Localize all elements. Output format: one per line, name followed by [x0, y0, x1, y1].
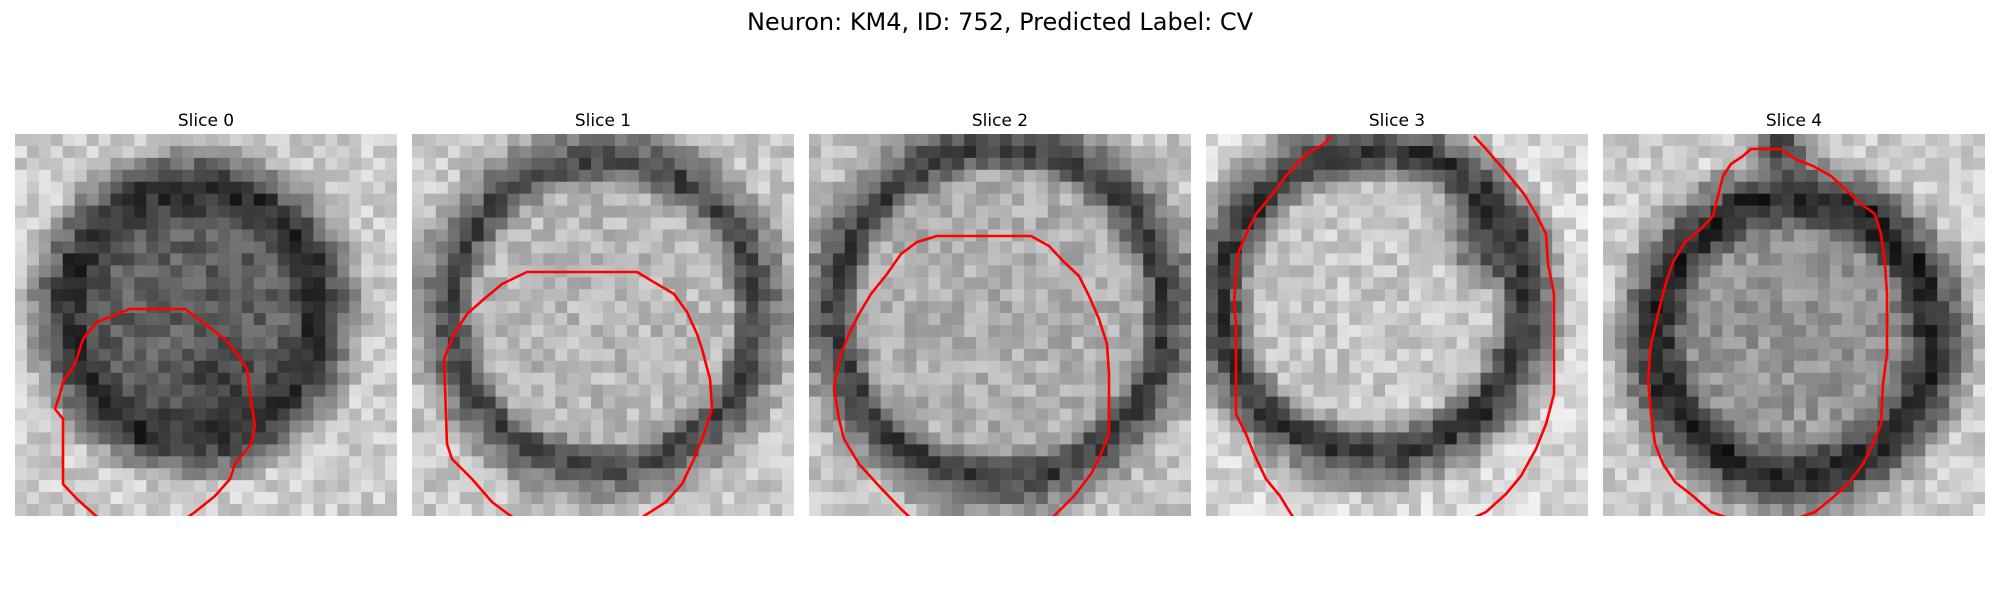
slice-image-1 — [412, 134, 794, 516]
slice-panel-1: Slice 1 — [412, 108, 794, 516]
contour-line — [1473, 135, 1556, 516]
slice-panel-4: Slice 4 — [1603, 108, 1985, 516]
slice-panel-3: Slice 3 — [1206, 108, 1588, 516]
slice-image-0 — [15, 134, 397, 516]
slice-title-1: Slice 1 — [574, 111, 632, 131]
contour-line — [1232, 135, 1332, 516]
contour-line — [832, 234, 1111, 516]
slice-title-2: Slice 2 — [971, 111, 1029, 131]
slice-image-2 — [809, 134, 1191, 516]
slice-title-0: Slice 0 — [177, 111, 235, 131]
figure-title: Neuron: KM4, ID: 752, Predicted Label: C… — [746, 8, 1254, 36]
contour-line — [442, 270, 714, 516]
contour-line — [53, 307, 257, 516]
slice-image-4 — [1603, 134, 1985, 516]
slice-title-3: Slice 3 — [1368, 111, 1426, 131]
contour-line — [1646, 147, 1889, 516]
slice-title-4: Slice 4 — [1765, 111, 1823, 131]
slice-image-3 — [1206, 134, 1588, 516]
slice-panel-2: Slice 2 — [809, 108, 1191, 516]
slice-panel-0: Slice 0 — [15, 108, 397, 516]
